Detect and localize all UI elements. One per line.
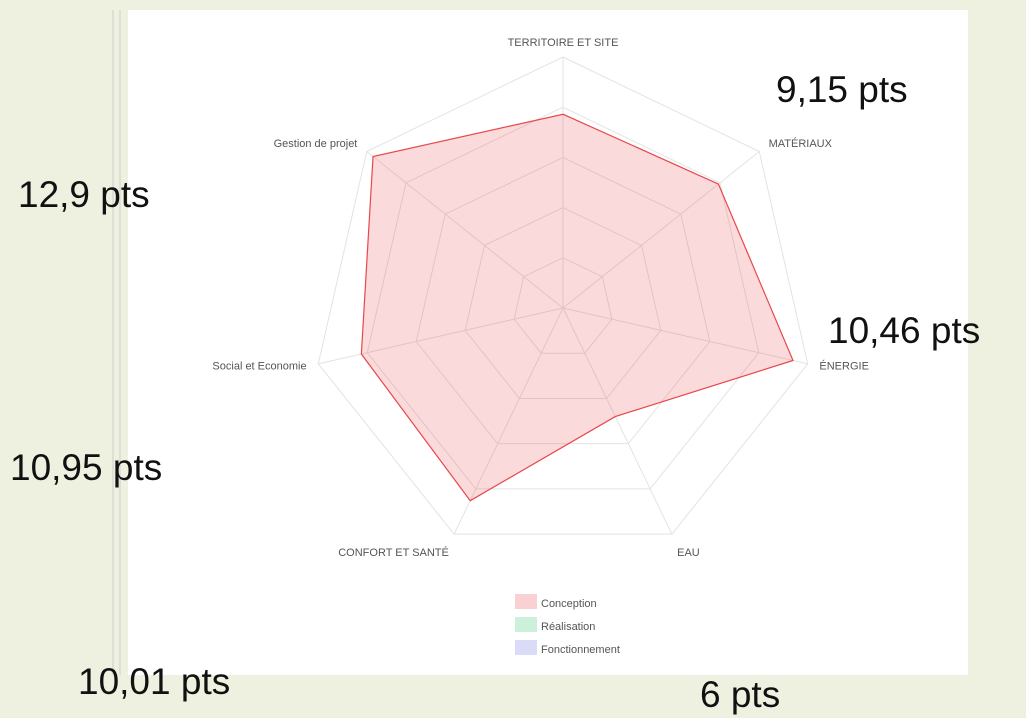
annotation: 10,46 pts: [828, 310, 980, 351]
annotation: 10,95 pts: [10, 447, 162, 488]
axis-label: Social et Economie: [212, 360, 306, 372]
legend-swatch: [515, 640, 537, 655]
grid-ring: [366, 106, 760, 490]
spoke: [562, 307, 673, 535]
axis-label: TERRITOIRE ET SITE: [508, 37, 619, 49]
annotation: 9,15 pts: [776, 69, 908, 110]
annotations: 9,15 pts 12,9 pts 10,46 pts 10,95 pts 10,01 …: [10, 69, 980, 715]
spoke: [318, 307, 564, 365]
legend-label: Conception: [541, 598, 597, 610]
axis-labels: TERRITOIRE ET SITE MATÉRIAUX ÉNERGIE EAU CON…: [212, 37, 868, 559]
grid-ring: [317, 56, 809, 535]
axis-label: MATÉRIAUX: [769, 137, 833, 150]
spoke: [366, 151, 564, 309]
chart-panel: [128, 10, 968, 675]
axis-label: ÉNERGIE: [819, 359, 869, 372]
legend-swatch: [515, 594, 537, 609]
axis-label: Gestion de projet: [274, 138, 358, 150]
grid-ring: [464, 207, 662, 399]
spoke: [562, 151, 760, 309]
grid: [317, 56, 809, 535]
legend-label: Fonctionnement: [541, 644, 620, 656]
annotation: 10,01 pts: [78, 661, 230, 702]
legend-label: Réalisation: [541, 621, 595, 633]
axis-label: EAU: [677, 547, 700, 559]
annotation: 6 pts: [700, 674, 780, 715]
series-area: [360, 113, 794, 502]
grid-ring: [513, 257, 613, 354]
legend: Conception Réalisation Fonctionnement: [515, 594, 620, 656]
legend-swatch: [515, 617, 537, 632]
plot: [360, 113, 794, 502]
spoke: [453, 307, 564, 535]
annotation: 12,9 pts: [18, 174, 150, 215]
spoke: [562, 307, 808, 365]
axis-label: CONFORT ET SANTÉ: [338, 546, 449, 559]
grid-ring: [415, 156, 711, 445]
